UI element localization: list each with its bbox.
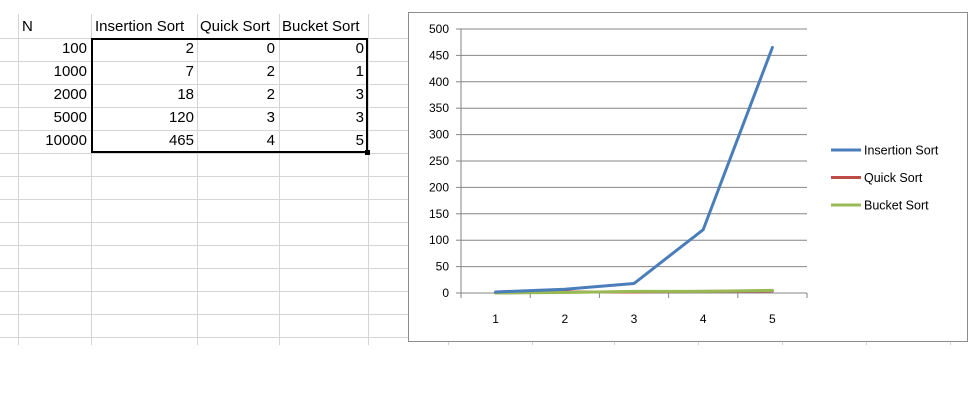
x-tick-label-3: 4 <box>700 312 707 326</box>
x-tick-label-0: 1 <box>492 312 499 326</box>
table-cell-r1-c1[interactable]: 7 <box>185 63 194 80</box>
x-tick-label-2: 3 <box>631 312 638 326</box>
table-cell-r3-c3[interactable]: 3 <box>355 109 364 126</box>
table-cell-r0-c3[interactable]: 0 <box>355 40 364 57</box>
y-tick-label-1: 50 <box>436 260 450 274</box>
y-tick-label-4: 200 <box>429 180 449 194</box>
legend-label-2: Bucket Sort <box>864 199 929 213</box>
header-bucket-sort[interactable]: Bucket Sort <box>282 18 360 35</box>
legend-label-0: Insertion Sort <box>864 144 939 158</box>
header-quick-sort[interactable]: Quick Sort <box>200 18 271 35</box>
y-tick-label-8: 400 <box>429 75 449 89</box>
table-selection-border <box>91 38 368 153</box>
y-tick-label-3: 150 <box>429 207 449 221</box>
table-cell-r2-c0[interactable]: 2000 <box>53 86 87 103</box>
table-cell-r2-c2[interactable]: 2 <box>266 86 275 103</box>
fill-handle[interactable] <box>365 150 370 155</box>
y-tick-label-7: 350 <box>429 101 449 115</box>
table-cell-r2-c1[interactable]: 18 <box>177 86 194 103</box>
table-cell-r0-c0[interactable]: 100 <box>61 40 87 57</box>
table-cell-r3-c1[interactable]: 120 <box>168 109 194 126</box>
header-insertion-sort[interactable]: Insertion Sort <box>95 18 185 35</box>
table-cell-r4-c3[interactable]: 5 <box>355 132 364 149</box>
table-cell-r4-c1[interactable]: 465 <box>168 132 194 149</box>
table-cell-r1-c2[interactable]: 2 <box>266 63 275 80</box>
y-tick-label-0: 0 <box>442 286 449 300</box>
table-cell-r1-c3[interactable]: 1 <box>355 63 364 80</box>
y-tick-label-10: 500 <box>429 22 449 36</box>
legend-label-1: Quick Sort <box>864 171 923 185</box>
table-cell-r0-c2[interactable]: 0 <box>266 40 275 57</box>
table-cell-r2-c3[interactable]: 3 <box>355 86 364 103</box>
table-cell-r3-c2[interactable]: 3 <box>266 109 275 126</box>
table-cell-r3-c0[interactable]: 5000 <box>53 109 87 126</box>
table-cell-r0-c1[interactable]: 2 <box>185 40 194 57</box>
line-chart[interactable]: 0 50 100 150 200 250 300 350 400 450 500 1 2 3 4 5 Inser… <box>408 12 968 342</box>
table-cell-r1-c0[interactable]: 1000 <box>53 63 87 80</box>
y-tick-label-2: 100 <box>429 233 449 247</box>
table-cell-r4-c2[interactable]: 4 <box>266 132 275 149</box>
y-tick-label-5: 250 <box>429 154 449 168</box>
y-tick-label-9: 450 <box>429 48 449 62</box>
series-line-insertion-sort <box>494 45 774 294</box>
x-tick-label-4: 5 <box>769 312 776 326</box>
header-n[interactable]: N <box>22 18 33 35</box>
x-tick-label-1: 2 <box>561 312 568 326</box>
table-cell-r4-c0[interactable]: 10000 <box>45 132 87 149</box>
chart-canvas: 0 50 100 150 200 250 300 350 400 450 500 1 2 3 4 5 Inser… <box>429 22 939 326</box>
y-tick-label-6: 300 <box>429 128 449 142</box>
